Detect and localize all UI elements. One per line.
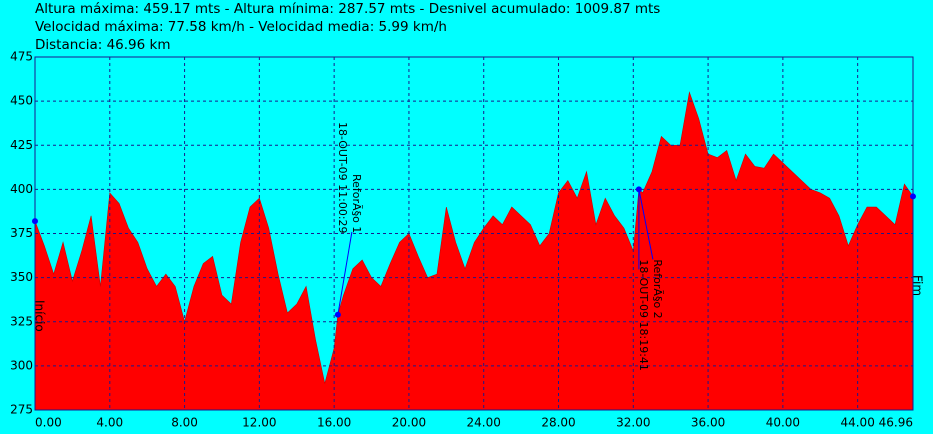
plot-border [34,56,914,411]
y-tick-label: 475 [10,50,33,64]
y-tick-label: 325 [10,314,33,328]
x-tick-label: 0.00 [35,416,62,430]
start-label: Início [33,300,47,332]
marker-leader [638,189,654,270]
x-tick-label: 8.00 [171,416,198,430]
marker-label: ReforÃ§o 1 [350,174,363,233]
y-tick-label: 425 [10,138,33,152]
marker-time: 18-OUT-09 18:19:41 [637,259,650,371]
elevation-area [34,91,914,411]
marker-point [635,186,642,193]
x-tick-label: 16.00 [317,416,351,430]
x-tick-label: 40.00 [766,416,800,430]
y-tick-label: 350 [10,270,33,284]
start-point [32,218,38,225]
end-point [910,193,916,200]
marker-label: ReforÃ§o 2 [651,259,664,318]
x-tick-label: 36.00 [691,416,725,430]
x-tick-label: 4.00 [96,416,123,430]
header-line: Distancia: 46.96 km [35,37,171,53]
x-tick-label: 20.00 [392,416,426,430]
marker-point [334,311,341,318]
y-tick-label: 450 [10,94,33,108]
x-tick-label: 24.00 [467,416,501,430]
x-tick-label: 28.00 [541,416,575,430]
x-tick-label: 44.00 [840,416,874,430]
y-tick-label: 375 [10,226,33,240]
x-tick-label: 12.00 [242,416,276,430]
y-tick-label: 400 [10,182,33,196]
y-tick-label: 300 [10,358,33,372]
header-line: Velocidad máxima: 77.58 km/h - Velocidad… [35,19,447,35]
x-tick-label: 46.96 [879,416,913,430]
marker-leader [337,231,353,315]
marker-time: 18-OUT-09 11:00:29 [336,122,349,234]
y-tick-label: 275 [10,403,33,417]
end-label: Fim [911,275,925,296]
x-tick-label: 32.00 [616,416,650,430]
header-line: Altura máxima: 459.17 mts - Altura mínim… [35,1,660,17]
